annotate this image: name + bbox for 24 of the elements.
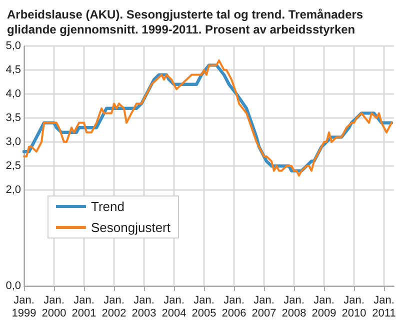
x-tick-label: Jan. 2008 (282, 294, 306, 320)
x-tick-label: Jan. 1999 (12, 294, 36, 320)
x-tick-label: Jan. 2006 (222, 294, 246, 320)
x-tick-label: Jan. 2002 (102, 294, 126, 320)
x-tick-label: Jan. 2009 (312, 294, 336, 320)
x-tick-label: Jan. 2003 (132, 294, 156, 320)
x-tick-label: Jan. 2004 (162, 294, 186, 320)
x-tick-label: Jan. 2011 (372, 294, 396, 320)
x-tick-label: Jan. 2000 (42, 294, 66, 320)
y-tick-label: 5,0 (6, 40, 21, 52)
x-tick-label: Jan. 2010 (342, 294, 366, 320)
y-tick-label: 4,0 (6, 88, 21, 100)
legend-label: Trend (91, 199, 124, 214)
y-tick-label: 2,5 (6, 160, 21, 172)
x-tick-label: Jan. 2001 (72, 294, 96, 320)
y-tick-label: 3,5 (6, 112, 21, 124)
y-tick-label: 3,0 (6, 136, 21, 148)
y-tick-label: 0,0 (6, 280, 21, 292)
y-tick-label: 4,5 (6, 64, 21, 76)
x-tick-label: Jan. 2005 (192, 294, 216, 320)
chart-title: Arbeidslause (AKU). Sesongjusterte tal og trend. Tremånaders glidande gjennomsnitt. 1999-2011. Prosent av arbeidsstyrken (7, 8, 366, 36)
legend-label: Sesongjustert (91, 220, 171, 235)
x-tick-label: Jan. 2007 (252, 294, 276, 320)
y-tick-label: 2,0 (6, 184, 21, 196)
